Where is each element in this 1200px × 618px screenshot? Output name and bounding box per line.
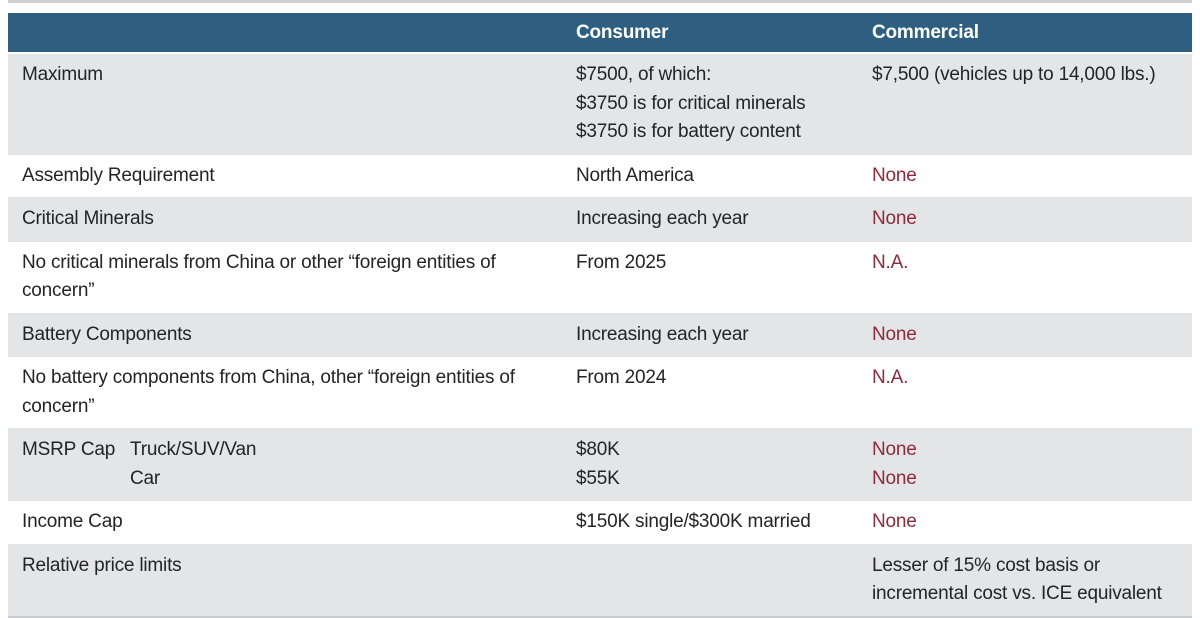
commercial-value-cell: None	[872, 323, 917, 345]
header-row: Consumer Commercial	[8, 13, 1192, 53]
column-header-commercial: Commercial	[858, 13, 1192, 53]
row-label-cell: No battery components from China, other …	[22, 367, 515, 417]
row-label-cell: Critical Minerals	[22, 208, 154, 229]
table-header: Consumer Commercial	[8, 13, 1192, 53]
row-label-cell: Maximum	[22, 64, 103, 85]
consumer-value-cell: From 2024	[576, 367, 667, 388]
table-row-critical-minerals: Critical Minerals Increasing each year N…	[8, 197, 1192, 241]
consumer-value-cell: $7500, of which: $3750 is for critical m…	[562, 53, 858, 154]
table-row-maximum: Maximum $7500, of which: $3750 is for cr…	[8, 53, 1192, 154]
commercial-value-cell: None	[872, 164, 917, 186]
consumer-value-cell	[562, 544, 858, 617]
table-row-assembly-requirement: Assembly Requirement North America None	[8, 154, 1192, 198]
row-label-cell: Relative price limits	[22, 554, 182, 576]
commercial-value-cell: None	[872, 208, 917, 229]
commercial-value-cell: N.A.	[872, 251, 909, 273]
row-label-cell: MSRP Cap Truck/SUV/Van Car	[8, 429, 562, 501]
msrp-cap-label: MSRP Cap	[22, 439, 116, 460]
row-label-cell: Battery Components	[22, 323, 192, 345]
column-header-consumer: Consumer	[562, 13, 858, 53]
table-row-relative-price-limits: Relative price limits Lesser of 15% cost…	[8, 544, 1192, 617]
commercial-value-line: None	[872, 439, 917, 460]
commercial-value-cell: Lesser of 15% cost basis or incremental …	[872, 554, 1162, 605]
consumer-value-line: $7500, of which:	[576, 64, 712, 85]
consumer-value-line: $55K	[576, 467, 620, 489]
consumer-value-cell: $150K single/$300K married	[576, 511, 811, 532]
table-row-msrp-cap: MSRP Cap Truck/SUV/Van Car $80K $55K Non…	[8, 428, 1192, 501]
table-row-battery-components: Battery Components Increasing each year …	[8, 313, 1192, 357]
commercial-value-cell: None None	[858, 429, 1192, 501]
commercial-value-cell: $7,500 (vehicles up to 14,000 lbs.)	[872, 64, 1156, 85]
consumer-value-cell: $80K $55K	[562, 429, 858, 501]
row-label-cell: Income Cap	[22, 511, 123, 532]
row-label-cell: Assembly Requirement	[22, 164, 215, 186]
consumer-value-line: $3750 is for battery content	[576, 121, 801, 142]
consumer-value-line: $80K	[576, 439, 620, 460]
consumer-value-line: $3750 is for critical minerals	[576, 92, 806, 114]
table-row-no-critical-minerals-china: No critical minerals from China or other…	[8, 241, 1192, 313]
commercial-value-cell: N.A.	[872, 367, 909, 388]
commercial-value-cell: None	[872, 511, 917, 532]
comparison-table: Consumer Commercial Maximum $7500, of wh…	[8, 13, 1192, 618]
consumer-value-cell: North America	[576, 164, 694, 186]
consumer-value-cell: Increasing each year	[576, 323, 749, 345]
column-header-blank	[8, 13, 562, 53]
msrp-sublabel-car: Car	[130, 467, 161, 489]
consumer-value-cell: From 2025	[576, 251, 667, 273]
table-row-no-battery-components-china: No battery components from China, other …	[8, 356, 1192, 429]
table-row-income-cap: Income Cap $150K single/$300K married No…	[8, 500, 1192, 544]
row-label-cell: No critical minerals from China or other…	[22, 251, 496, 302]
commercial-value-line: None	[872, 467, 917, 489]
top-rule-divider	[8, 0, 1192, 3]
consumer-value-cell: Increasing each year	[576, 208, 749, 229]
msrp-sublabel-truck-suv-van: Truck/SUV/Van	[130, 439, 257, 460]
